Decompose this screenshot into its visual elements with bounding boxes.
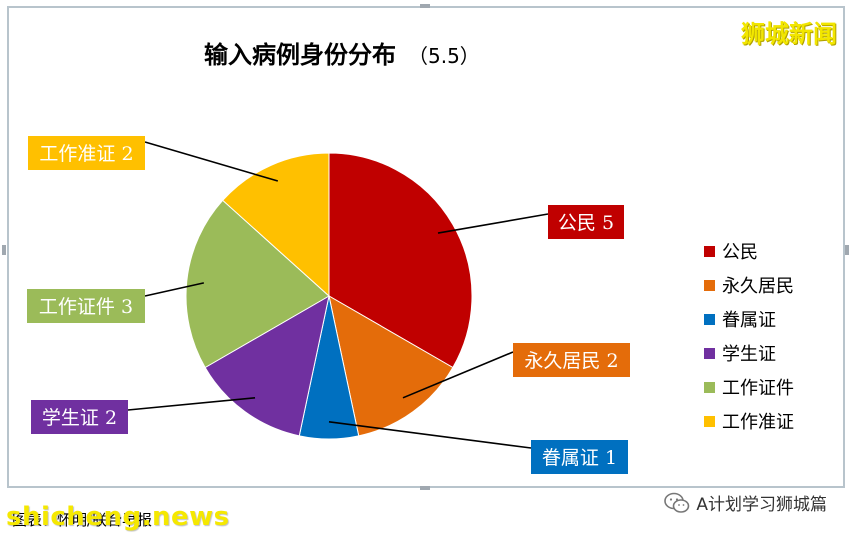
- wechat-icon: [664, 492, 690, 514]
- data-label-box-5: [27, 289, 145, 323]
- legend-label-5: 工作证件: [722, 378, 794, 399]
- data-label-box-3: [531, 440, 628, 474]
- watermark-logo-text: 狮城新闻: [741, 20, 837, 48]
- chart-subtitle: （5.5）: [408, 44, 480, 68]
- pie-slices: [185, 152, 473, 440]
- data-label-callouts: 公民 5 永久居民 2 眷属证 1 学生证 2 工作证件 3 工作准证 2: [27, 136, 630, 474]
- data-label-box-4: [31, 400, 128, 434]
- data-label-2: 永久居民 2: [524, 350, 618, 372]
- leader-line-4: [127, 397, 256, 411]
- leader-line-1: [437, 213, 549, 234]
- resize-handle-bottom[interactable]: [420, 486, 430, 490]
- data-label-box-1: [548, 205, 624, 239]
- legend-swatch-1: [704, 246, 715, 257]
- data-label-3: 眷属证 1: [542, 447, 617, 469]
- chart-source-caption: 图表：怀明/联合早报: [12, 511, 153, 529]
- wechat-account: A计划学习狮城篇: [664, 490, 827, 515]
- data-label-4: 学生证 2: [42, 407, 117, 429]
- legend-swatch-2: [704, 280, 715, 291]
- legend-swatch-3: [704, 314, 715, 325]
- legend-label-4: 学生证: [722, 344, 776, 365]
- leader-line-5: [144, 282, 205, 297]
- legend-label-3: 眷属证: [722, 310, 776, 331]
- resize-handle-right[interactable]: [845, 245, 849, 255]
- legend-label-6: 工作准证: [722, 412, 794, 433]
- data-label-box-2: [513, 343, 630, 377]
- pie-slice-6: [222, 152, 330, 298]
- legend-swatch-6: [704, 416, 715, 427]
- legend-label-2: 永久居民: [722, 276, 794, 297]
- data-label-6: 工作准证 2: [39, 143, 133, 165]
- pie-slice-1: [328, 152, 473, 369]
- resize-handle-top[interactable]: [420, 4, 430, 8]
- wechat-account-name: A计划学习狮城篇: [696, 495, 827, 515]
- leader-line-3: [328, 421, 532, 449]
- leader-line-6: [144, 141, 279, 182]
- pie-slice-2: [328, 295, 454, 437]
- legend-swatch-5: [704, 382, 715, 393]
- data-label-box-6: [28, 136, 145, 170]
- site-watermark: shicheng.news: [6, 502, 230, 532]
- leader-line-2: [402, 351, 514, 399]
- pie-slice-4: [204, 295, 330, 437]
- data-label-5: 工作证件 3: [39, 296, 133, 318]
- legend-swatch-4: [704, 348, 715, 359]
- legend-label-1: 公民: [722, 242, 758, 263]
- data-label-1: 公民 5: [558, 212, 614, 234]
- pie-slice-5: [185, 199, 330, 369]
- chart-title: 输入病例身份分布: [204, 41, 396, 69]
- resize-handle-left[interactable]: [2, 245, 6, 255]
